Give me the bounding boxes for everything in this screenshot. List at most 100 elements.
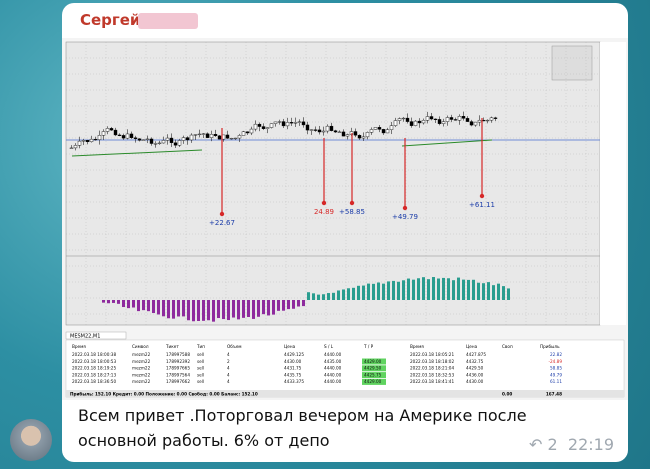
candle xyxy=(301,121,306,126)
table-cell: -24.89 xyxy=(549,359,563,364)
oscillator-bar xyxy=(177,300,180,317)
table-cell: 4440.00 xyxy=(324,366,342,371)
candle xyxy=(217,135,222,140)
trade-panel xyxy=(551,45,593,81)
table-cell: 4440.00 xyxy=(324,372,342,377)
table-cell: 2022.03.18 18:27:13 xyxy=(72,372,116,377)
candle xyxy=(201,133,206,135)
oscillator-bar xyxy=(317,294,320,300)
reply-count[interactable]: 2 xyxy=(547,435,558,454)
table-cell: 2022.03.18 18:19:25 xyxy=(72,366,116,371)
oscillator-bar xyxy=(467,279,470,300)
table-header: S / L xyxy=(324,344,334,349)
reply-icon[interactable]: ↶ xyxy=(529,435,543,454)
tab[interactable] xyxy=(65,331,127,340)
candle xyxy=(181,137,186,141)
oscillator-bar xyxy=(222,300,225,320)
oscillator-bar xyxy=(492,285,495,300)
table-cell: 22.82 xyxy=(550,352,562,357)
table-cell: sell xyxy=(197,352,204,357)
candle xyxy=(365,132,370,138)
message-text: Всем привет .Поторговал вечером на Амери… xyxy=(78,406,527,450)
oscillator-bar xyxy=(477,282,480,300)
oscillator-bar xyxy=(412,279,415,300)
table-cell: 58.85 xyxy=(550,366,562,371)
candle xyxy=(493,117,498,119)
candle xyxy=(321,130,326,133)
candle xyxy=(165,137,170,141)
oscillator-bar xyxy=(457,277,460,300)
candle xyxy=(397,118,402,121)
oscillator-bar xyxy=(497,283,500,300)
oscillator-bar xyxy=(152,300,155,314)
tab-label[interactable]: MESM22,M1 xyxy=(70,334,100,340)
sender-name[interactable]: Сергей xyxy=(80,11,141,29)
candle xyxy=(337,131,342,133)
table-footer xyxy=(66,390,624,397)
candle xyxy=(465,118,470,122)
oscillator-bar xyxy=(432,277,435,300)
trade-point xyxy=(349,200,355,206)
candle xyxy=(241,131,246,136)
table-cell: 2 xyxy=(227,359,230,364)
oscillator-bar xyxy=(257,300,260,317)
table-cell: 2022.03.18 18:32:53 xyxy=(410,372,454,377)
candle xyxy=(193,134,198,136)
table-header: Цена xyxy=(284,344,296,349)
table-cell: 4427.875 xyxy=(466,352,486,357)
candle xyxy=(69,147,74,149)
table-header: Объем xyxy=(227,344,242,349)
candle xyxy=(277,121,282,123)
oscillator-bar xyxy=(187,300,190,321)
oscillator-bar xyxy=(302,300,305,307)
candle xyxy=(417,120,422,124)
table-cell: 2022.03.18 18:00:38 xyxy=(72,352,116,357)
candle xyxy=(449,117,454,120)
candle xyxy=(113,129,118,136)
oscillator-bar xyxy=(347,288,350,300)
candle xyxy=(333,130,338,133)
table-cell: 2022.03.18 18:36:50 xyxy=(72,379,116,384)
candle xyxy=(157,142,162,144)
candle xyxy=(93,138,98,141)
candle xyxy=(405,117,410,122)
table-cell: 2022.03.18 18:18:02 xyxy=(410,359,454,364)
candle xyxy=(269,123,274,128)
candle xyxy=(97,135,102,140)
candle xyxy=(457,116,462,121)
table-cell: 61.11 xyxy=(550,379,562,384)
table-cell: 4432.75 xyxy=(466,359,484,364)
oscillator-bar xyxy=(427,279,430,300)
table-header: Тикет xyxy=(165,344,179,349)
table-cell: 4436.00 xyxy=(466,372,484,377)
table-cell: 2022.03.18 18:21:04 xyxy=(410,366,454,371)
trade-profit: 24.89 xyxy=(314,208,334,216)
trade-profit: +22.67 xyxy=(209,219,235,227)
candle xyxy=(305,124,310,131)
table-cell: 2022.03.18 18:41:41 xyxy=(410,379,454,384)
candle xyxy=(161,140,166,144)
table-cell: 4 xyxy=(227,366,230,371)
chart-screenshot[interactable]: MESM22,M1 +22.67 24.89 +58.85 +49.79 +61.11 В… xyxy=(62,38,628,400)
table-header: Время xyxy=(72,344,86,349)
message-bubble: Сергей MESM22,M1 +22.67 24.89 +58.85 +49.79… xyxy=(62,3,628,462)
candle xyxy=(89,138,94,143)
candle xyxy=(205,133,210,138)
oscillator-bar xyxy=(192,300,195,322)
candle xyxy=(137,138,142,141)
candle xyxy=(393,120,398,126)
candle xyxy=(73,145,78,149)
table-cell: 178997564 xyxy=(166,372,190,377)
oscillator-bar xyxy=(502,286,505,300)
table-cell: 4433.375 xyxy=(284,379,304,384)
candle xyxy=(261,126,266,129)
table-cell: 4430.00 xyxy=(466,379,484,384)
oscillator-bar xyxy=(167,300,170,319)
table-cell: sell xyxy=(197,379,204,384)
candle xyxy=(141,139,146,141)
table-footer-total: 167.48 xyxy=(546,392,562,397)
table-cell: 4429.50 xyxy=(364,366,382,371)
oscillator-bar xyxy=(472,279,475,300)
avatar[interactable] xyxy=(10,419,52,461)
